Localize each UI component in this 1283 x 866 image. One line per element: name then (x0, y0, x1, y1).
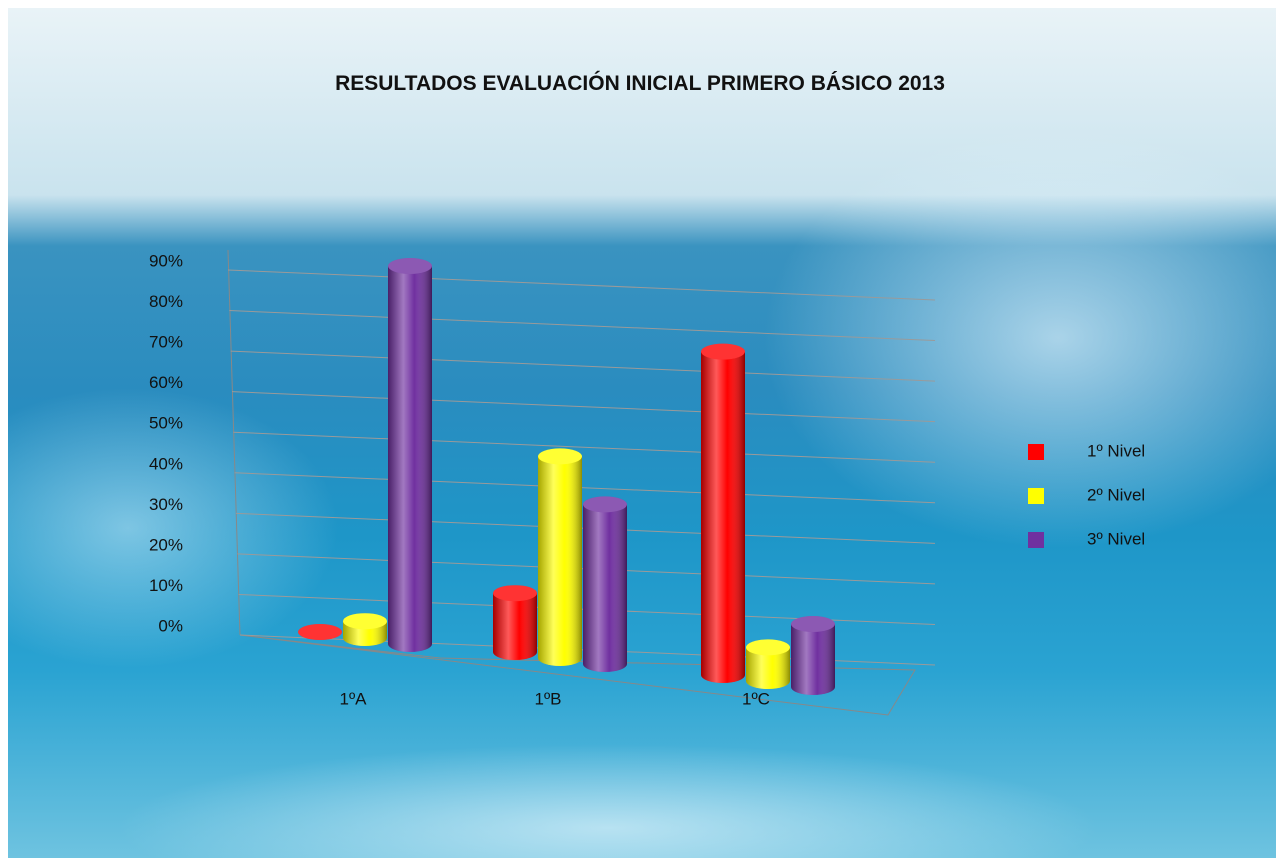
bar (538, 448, 582, 666)
legend-label: 1º Nivel (1087, 441, 1145, 460)
y-tick-label: 90% (149, 251, 183, 270)
bar-shade (701, 351, 745, 683)
legend-label: 2º Nivel (1087, 485, 1145, 504)
bar (746, 639, 790, 689)
bar-top-shade (298, 624, 342, 640)
bar-top (298, 624, 342, 640)
bar-top-shade (538, 448, 582, 465)
floor (239, 634, 916, 716)
bar-top-shade (343, 613, 387, 630)
legend-swatch (1028, 532, 1044, 548)
bar (493, 585, 537, 660)
bar-shade (388, 266, 432, 652)
bar-shade (493, 593, 537, 660)
bar-top-shade (791, 616, 835, 632)
bar-top-shade (583, 496, 627, 513)
grid-line (233, 431, 936, 463)
grid-line (234, 472, 936, 504)
bar (701, 343, 745, 683)
bar-top (493, 585, 537, 602)
legend-swatch (1028, 444, 1044, 460)
y-tick-label: 20% (149, 535, 183, 554)
grid-line (227, 269, 936, 301)
y-tick-label: 30% (149, 495, 183, 514)
y-tick-label: 40% (149, 454, 183, 473)
y-tick-label: 0% (158, 616, 183, 635)
y-tick-label: 10% (149, 576, 183, 595)
grid-line (229, 310, 936, 342)
bar-top (538, 448, 582, 465)
wall-edge (227, 249, 241, 636)
bar-top (791, 616, 835, 632)
bar-top (583, 496, 627, 513)
legend-swatch (1028, 488, 1044, 504)
y-tick-label: 70% (149, 333, 183, 352)
bar-shade (746, 647, 790, 689)
bar (791, 616, 835, 695)
x-tick-label: 1ºB (534, 689, 561, 708)
bar-top (343, 613, 387, 630)
bar-shade (583, 504, 627, 672)
bar-top (746, 639, 790, 656)
bar (298, 624, 342, 640)
bar (388, 258, 432, 652)
grid-line (230, 350, 936, 382)
bar-top (701, 343, 745, 360)
bar-shade (538, 456, 582, 666)
y-tick-label: 80% (149, 292, 183, 311)
x-tick-label: 1ºC (742, 689, 770, 708)
legend-label: 3º Nivel (1087, 529, 1145, 548)
y-tick-label: 50% (149, 414, 183, 433)
bar-top-shade (701, 343, 745, 360)
bar (583, 496, 627, 672)
x-tick-label: 1ºA (339, 689, 367, 708)
bar-top (388, 258, 432, 274)
bar-top-shade (746, 639, 790, 656)
bar-top-shade (493, 585, 537, 602)
background (8, 8, 1276, 858)
bar (343, 613, 387, 646)
bar-shade (791, 624, 835, 695)
chart-title: RESULTADOS EVALUACIÓN INICIAL PRIMERO BÁ… (335, 72, 945, 95)
grid-line (231, 391, 936, 423)
y-tick-label: 60% (149, 373, 183, 392)
bar-top-shade (388, 258, 432, 274)
